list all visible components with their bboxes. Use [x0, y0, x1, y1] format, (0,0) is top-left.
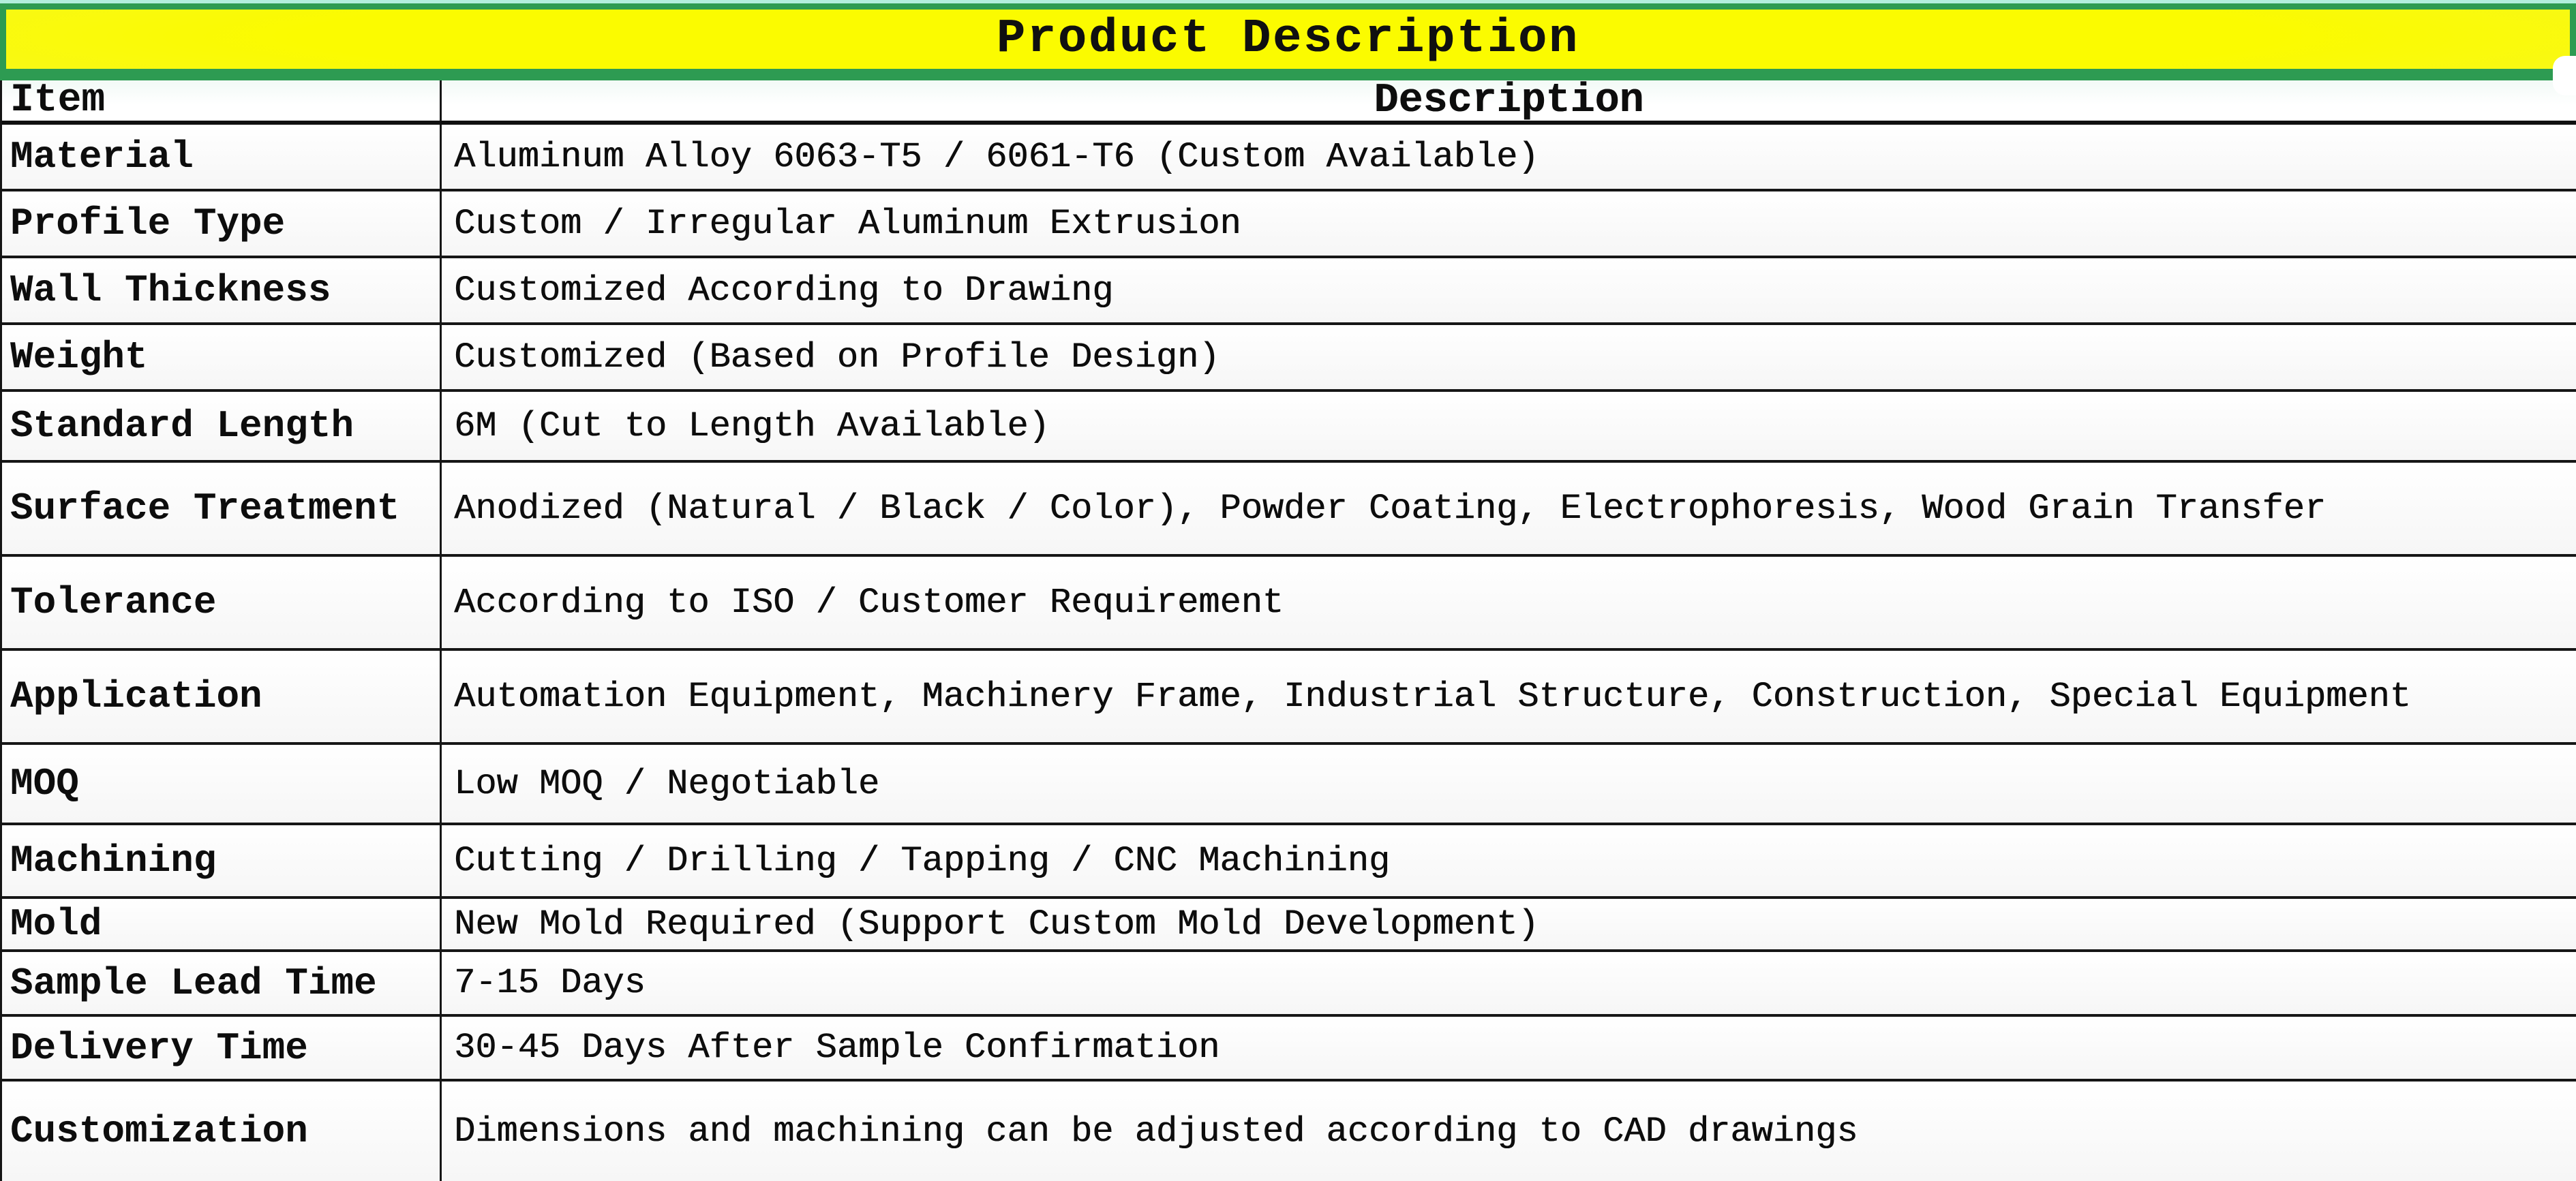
row-item-label: Profile Type	[2, 191, 442, 256]
row-description: Cutting / Drilling / Tapping / CNC Machi…	[454, 840, 1391, 881]
table-row: Mold New Mold Required (Support Custom M…	[2, 899, 2576, 952]
row-item-label: Customization	[2, 1082, 442, 1181]
table-row: Surface Treatment Anodized (Natural / Bl…	[2, 463, 2576, 557]
row-description: Low MOQ / Negotiable	[454, 763, 880, 804]
row-description: New Mold Required (Support Custom Mold D…	[454, 904, 1539, 945]
column-header-description: Description	[1374, 77, 1644, 124]
row-item-label: Delivery Time	[2, 1017, 442, 1079]
row-description: Dimensions and machining can be adjusted…	[454, 1111, 1858, 1152]
spec-table: Item Description Material Aluminum Alloy…	[0, 77, 2576, 1181]
row-item-label: Standard Length	[2, 392, 442, 460]
row-description: 7-15 Days	[454, 963, 646, 1003]
table-body: Material Aluminum Alloy 6063-T5 / 6061-T…	[2, 125, 2576, 1181]
row-description: Customized (Based on Profile Design)	[454, 337, 1220, 378]
table-row: Customization Dimensions and machining c…	[2, 1082, 2576, 1181]
row-item-label: Material	[2, 125, 442, 189]
row-description: Anodized (Natural / Black / Color), Powd…	[454, 488, 2327, 529]
title-banner: Product Description	[0, 3, 2576, 95]
column-header-item: Item	[2, 78, 442, 123]
row-item-label: Tolerance	[2, 557, 442, 648]
table-row: Profile Type Custom / Irregular Aluminum…	[2, 191, 2576, 258]
table-row: Application Automation Equipment, Machin…	[2, 651, 2576, 745]
edge-notch	[2553, 56, 2576, 95]
row-item-label: Wall Thickness	[2, 258, 442, 322]
row-item-label: Machining	[2, 825, 442, 896]
row-description: Customized According to Drawing	[454, 270, 1114, 311]
row-item-label: Application	[2, 651, 442, 742]
row-item-label: MOQ	[2, 745, 442, 823]
table-row: Sample Lead Time 7-15 Days	[2, 952, 2576, 1017]
table-row: MOQ Low MOQ / Negotiable	[2, 745, 2576, 825]
row-item-label: Weight	[2, 325, 442, 389]
row-item-label: Surface Treatment	[2, 463, 442, 554]
table-row: Weight Customized (Based on Profile Desi…	[2, 325, 2576, 392]
row-item-label: Mold	[2, 899, 442, 949]
table-row: Machining Cutting / Drilling / Tapping /…	[2, 825, 2576, 899]
title-banner-inner: Product Description	[6, 10, 2570, 69]
row-description: Aluminum Alloy 6063-T5 / 6061-T6 (Custom…	[454, 136, 1539, 177]
row-description: Automation Equipment, Machinery Frame, I…	[454, 676, 2411, 717]
table-row: Tolerance According to ISO / Customer Re…	[2, 557, 2576, 651]
row-description: 30-45 Days After Sample Confirmation	[454, 1028, 1220, 1068]
table-header-row: Item Description	[2, 77, 2576, 125]
row-description: Custom / Irregular Aluminum Extrusion	[454, 203, 1241, 244]
row-description: 6M (Cut to Length Available)	[454, 405, 1050, 446]
row-item-label: Sample Lead Time	[2, 952, 442, 1014]
table-row: Wall Thickness Customized According to D…	[2, 258, 2576, 325]
table-row: Standard Length 6M (Cut to Length Availa…	[2, 392, 2576, 463]
table-row: Material Aluminum Alloy 6063-T5 / 6061-T…	[2, 125, 2576, 191]
top-accent-strip	[0, 0, 2576, 3]
page-title: Product Description	[996, 12, 1580, 66]
table-row: Delivery Time 30-45 Days After Sample Co…	[2, 1017, 2576, 1082]
row-description: According to ISO / Customer Requirement	[454, 582, 1284, 623]
